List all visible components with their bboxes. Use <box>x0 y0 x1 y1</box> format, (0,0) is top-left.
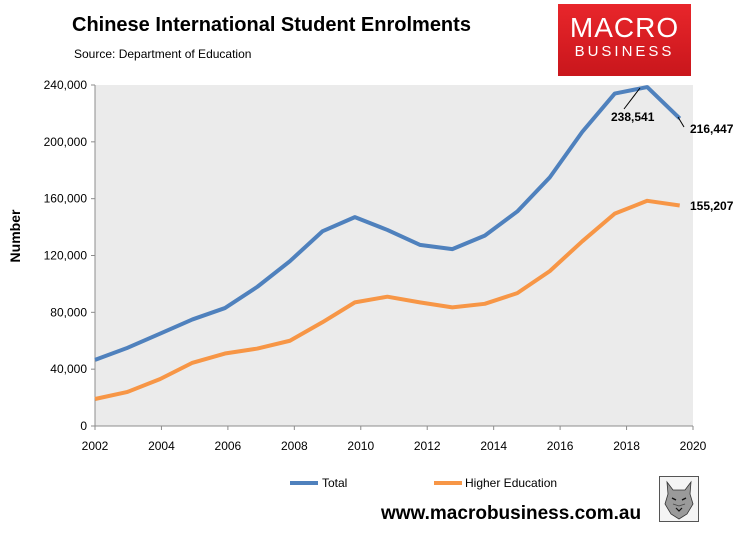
y-axis-label: Number <box>7 209 23 262</box>
data-label-total-end: 216,447 <box>690 122 734 136</box>
chart-source: Source: Department of Education <box>74 47 252 61</box>
y-tick-label: 160,000 <box>44 192 88 206</box>
logo-line-2: BUSINESS <box>574 43 675 60</box>
y-tick-label: 0 <box>80 419 87 433</box>
chart-title: Chinese International Student Enrolments <box>72 14 471 36</box>
series-line-higher-education <box>94 198 680 401</box>
plot-area <box>95 85 693 426</box>
series-line-total <box>94 85 682 362</box>
series-group <box>94 85 682 401</box>
y-tick-label: 240,000 <box>44 78 88 92</box>
x-axis-ticks: 2002 2004 2006 2008 2010 2012 2014 2016 2018 2020 <box>82 426 707 453</box>
legend-label-higher-education: Higher Education <box>465 476 557 490</box>
x-tick-label: 2020 <box>680 439 707 453</box>
logo-line-1: MACRO <box>569 12 680 43</box>
website-url: www.macrobusiness.com.au <box>381 503 642 524</box>
data-label-peak: 238,541 <box>611 110 655 124</box>
x-tick-label: 2014 <box>480 439 507 453</box>
callout-line-total-end <box>677 116 685 128</box>
x-tick-label: 2002 <box>82 439 109 453</box>
y-tick-label: 200,000 <box>44 135 88 149</box>
y-tick-label: 120,000 <box>44 249 88 263</box>
data-label-higher-ed-end: 155,207 <box>690 199 734 213</box>
x-tick-label: 2012 <box>414 439 441 453</box>
x-tick-label: 2018 <box>613 439 640 453</box>
legend-label-total: Total <box>322 476 347 490</box>
x-tick-label: 2004 <box>148 439 175 453</box>
y-tick-label: 40,000 <box>50 362 87 376</box>
wolf-logo-icon <box>659 476 699 522</box>
x-tick-label: 2006 <box>215 439 242 453</box>
y-tick-label: 80,000 <box>50 305 87 319</box>
macrobusiness-logo: MACRO BUSINESS <box>558 4 691 76</box>
x-tick-label: 2016 <box>547 439 574 453</box>
y-axis-ticks: 0 40,000 80,000 120,000 160,000 200,000 240,00… <box>44 78 95 433</box>
legend: Total Higher Education <box>290 476 557 490</box>
x-tick-label: 2008 <box>281 439 308 453</box>
callout-line-peak <box>623 87 641 110</box>
x-tick-label: 2010 <box>347 439 374 453</box>
